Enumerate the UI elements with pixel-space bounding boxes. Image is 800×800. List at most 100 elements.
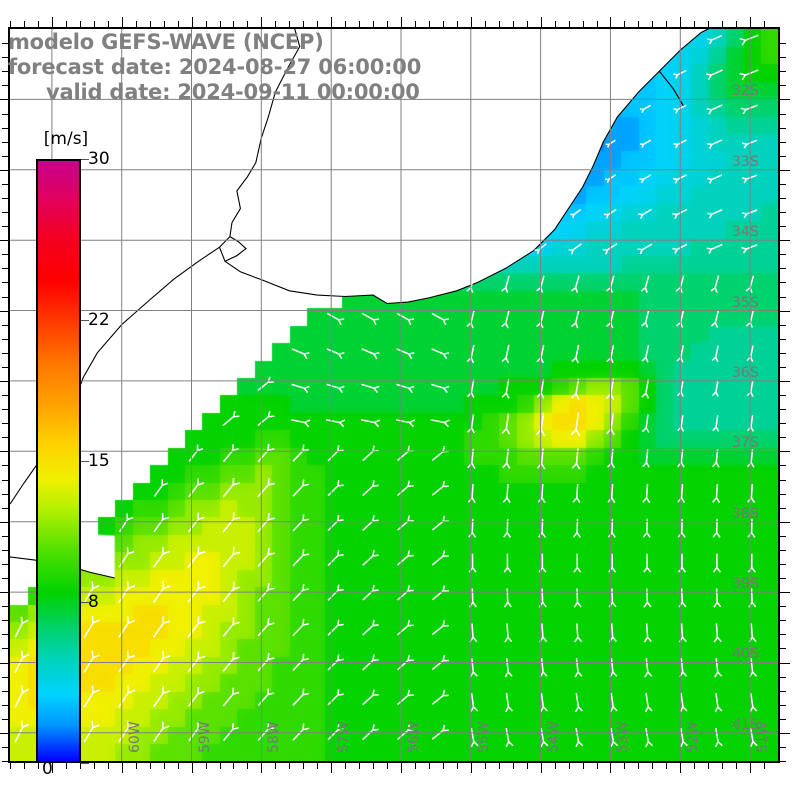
axis-tick [79,763,81,769]
axis-tick [401,763,402,773]
axis-tick [470,763,472,773]
axis-tick [51,763,53,773]
axis-tick [345,21,347,27]
lat-label-40S: 40S [732,646,759,663]
axis-tick [2,212,8,213]
lon-label-54W: 54W [545,721,562,753]
axis-tick [610,763,612,773]
axis-tick [2,197,8,199]
axis-tick [93,763,95,769]
axis-tick [2,155,8,157]
axis-tick [780,57,786,59]
axis-tick [2,634,8,636]
colorbar-tick-label-8: 8 [88,591,99,612]
axis-tick [37,21,39,27]
axis-tick [205,21,207,27]
axis-tick [79,21,81,27]
axis-tick [652,763,654,769]
title-forecast-date-line: forecast date: 2024-08-27 06:00:00 [8,55,422,79]
colorbar-gradient [36,159,81,763]
lon-label-52W: 52W [685,721,702,753]
axis-tick [540,763,542,773]
axis-tick [163,763,165,769]
axis-tick [107,21,109,27]
axis-tick [2,268,8,270]
axis-tick [638,21,640,27]
lat-label-34S: 34S [732,224,759,241]
axis-tick [261,17,263,27]
axis-tick [582,21,584,27]
axis-tick [780,578,786,579]
axis-tick [484,21,486,27]
axis-tick [2,493,8,495]
axis-tick [780,169,790,171]
axis-tick [2,85,8,87]
axis-tick [512,21,514,27]
axis-tick [470,17,472,27]
axis-tick [708,21,710,27]
axis-tick [780,606,786,608]
colorbar-tick-label-22: 22 [88,310,110,331]
axis-tick [65,763,67,769]
axis-tick [387,21,388,27]
axis-tick [2,620,8,622]
axis-tick [24,763,25,769]
axis-tick [2,549,8,551]
axis-tick [247,21,249,27]
axis-tick [0,662,8,664]
axis-tick [219,763,221,769]
axis-tick [2,676,8,678]
axis-tick [442,763,444,769]
axis-tick [373,21,375,27]
axis-tick [387,763,388,769]
axis-tick [247,763,249,769]
axis-tick [2,465,8,467]
axis-tick [780,521,790,523]
figure-title-block: modelo GEFS-WAVE (NCEP) forecast date: 2… [0,30,520,105]
axis-tick [780,99,790,101]
axis-tick [191,17,193,27]
axis-tick [121,17,123,27]
lat-label-35S: 35S [732,294,759,311]
axis-tick [736,21,738,27]
axis-tick [764,21,765,27]
axis-tick [2,352,8,354]
axis-tick [10,21,11,27]
map-plot-area[interactable] [8,27,780,763]
lon-label-53W: 53W [615,721,632,753]
axis-tick [610,17,612,27]
axis-tick [680,17,682,27]
axis-tick [317,763,319,769]
axis-tick [2,282,8,284]
axis-tick [780,507,786,509]
axis-tick [317,21,319,27]
axis-tick [2,254,8,256]
axis-tick [780,437,786,439]
axis-tick [780,282,786,284]
axis-tick [780,296,786,298]
axis-tick [708,763,710,769]
axis-tick [484,763,486,769]
colorbar-tick-mark [81,159,89,160]
axis-tick [780,183,786,185]
wind-speed-colorbar[interactable]: [m/s] 30 22 15 8 0 [36,129,110,779]
lat-label-38S: 38S [732,505,759,522]
axis-tick [780,620,786,622]
axis-tick [780,761,786,762]
axis-tick [2,606,8,608]
axis-tick [205,763,207,769]
title-model-line: modelo GEFS-WAVE (NCEP) [8,30,324,54]
colorbar-tick-mark [81,763,89,764]
axis-tick [0,380,8,382]
axis-tick [0,169,8,171]
axis-tick [582,763,584,769]
axis-tick [526,763,528,769]
axis-tick [233,763,235,769]
axis-tick [498,21,500,27]
axis-tick [2,226,8,228]
axis-tick [780,240,790,242]
axis-tick [780,732,790,734]
colorbar-tick-label-15: 15 [88,451,110,471]
axis-tick [233,21,235,27]
axis-tick [37,763,39,769]
